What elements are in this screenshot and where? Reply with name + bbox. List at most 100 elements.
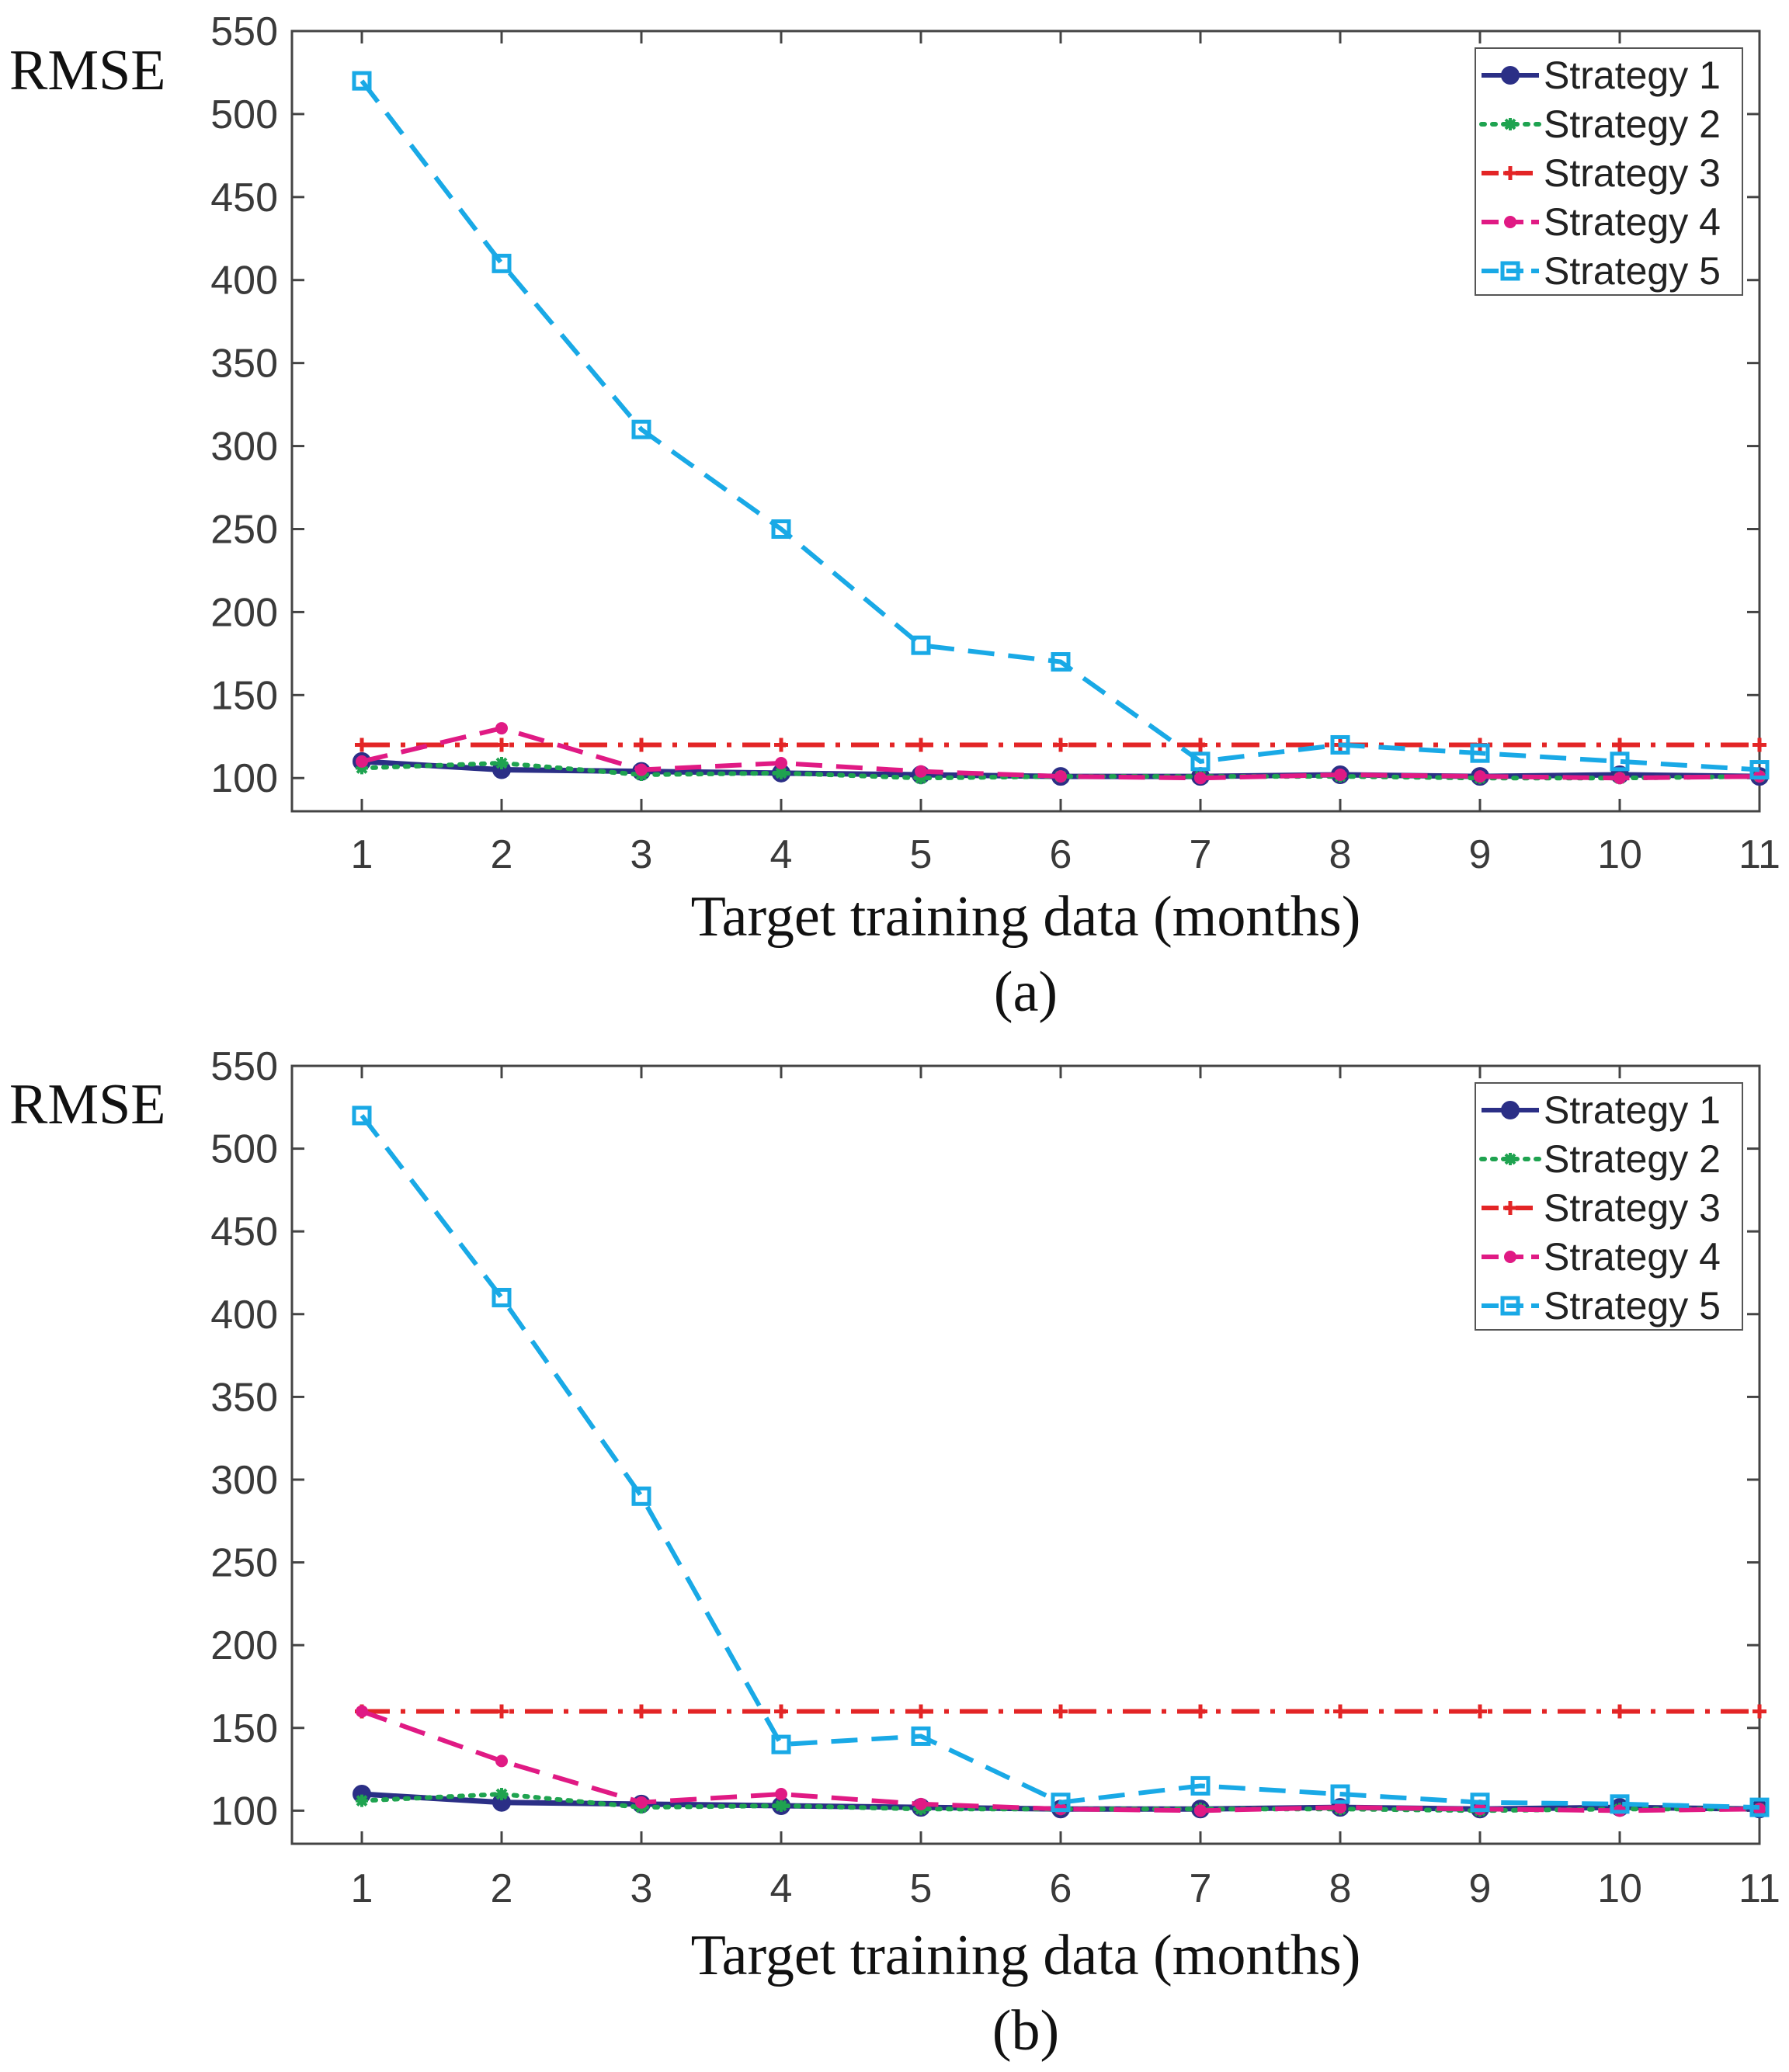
legend: Strategy 1 Strategy 2 Strategy 3 Strategy 4… <box>1475 1082 1743 1331</box>
data-point <box>634 738 648 752</box>
y-tick-label: 250 <box>210 1541 278 1586</box>
data-point <box>771 519 791 539</box>
data-point <box>911 635 931 655</box>
legend-entry: Strategy 5 <box>1482 249 1721 293</box>
data-point <box>1749 760 1770 780</box>
data-point <box>1190 751 1211 772</box>
x-tick-label: 4 <box>770 832 793 877</box>
data-point <box>1470 743 1490 763</box>
data-point <box>1054 1704 1068 1719</box>
y-tick-label: 500 <box>210 92 278 137</box>
data-point <box>1193 738 1207 752</box>
data-point <box>495 1754 508 1768</box>
data-point <box>1194 772 1207 785</box>
legend-entry: Strategy 4 <box>1482 1235 1721 1279</box>
panel-caption: (b) <box>992 1999 1059 2063</box>
legend-entry: Strategy 3 <box>1482 1186 1721 1230</box>
series-line <box>360 1114 1760 1810</box>
x-tick-label: 5 <box>910 1866 933 1911</box>
data-point <box>352 71 372 91</box>
y-tick-label: 550 <box>210 1044 278 1089</box>
data-point <box>775 1799 787 1812</box>
y-tick-label: 450 <box>210 175 278 220</box>
x-tick-label: 1 <box>351 832 373 877</box>
data-point <box>1194 1804 1207 1817</box>
data-point <box>635 763 648 776</box>
series-line <box>360 79 1760 772</box>
legend-marker <box>1501 1101 1520 1119</box>
data-point <box>631 1486 651 1506</box>
legend-marker <box>1503 1201 1517 1215</box>
data-point <box>914 738 928 752</box>
data-point <box>1610 751 1630 772</box>
x-tick-label: 6 <box>1050 1866 1072 1911</box>
legend-entry: Strategy 1 <box>1482 54 1721 97</box>
y-tick-label: 150 <box>210 673 278 718</box>
x-tick-label: 11 <box>1739 1866 1780 1911</box>
plot-area-frame <box>290 1064 1761 1845</box>
data-point <box>1614 772 1626 785</box>
series-strategy-5 <box>352 1105 1770 1817</box>
data-point <box>634 1704 648 1719</box>
data-point <box>1613 1704 1627 1719</box>
legend-label: Strategy 5 <box>1544 1284 1721 1328</box>
y-tick-label: 400 <box>210 259 278 304</box>
x-axis-title: Target training data (months) <box>691 885 1361 949</box>
data-point <box>1613 738 1627 752</box>
legend-marker <box>1500 1296 1520 1316</box>
x-tick-label: 3 <box>630 832 653 877</box>
x-tick-label: 9 <box>1469 832 1492 877</box>
legend-entry: Strategy 1 <box>1482 1088 1721 1132</box>
series-strategy-5 <box>352 71 1770 780</box>
legend-label: Strategy 2 <box>1544 102 1721 146</box>
legend-label: Strategy 1 <box>1544 54 1721 97</box>
data-point <box>915 765 927 778</box>
y-tick-label: 400 <box>210 1293 278 1338</box>
x-tick-label: 2 <box>491 1866 513 1911</box>
legend-marker <box>1504 1153 1516 1165</box>
data-point <box>774 1704 788 1719</box>
x-axis-title: Target training data (months) <box>691 1924 1361 1987</box>
y-tick-label: 300 <box>210 425 278 470</box>
data-point <box>1334 1801 1346 1814</box>
data-point <box>774 738 788 752</box>
data-point <box>1749 1797 1770 1817</box>
legend-entry: Strategy 2 <box>1479 1137 1721 1181</box>
y-tick-label: 100 <box>210 756 278 801</box>
series-strategy-4 <box>356 722 1766 785</box>
x-tick-label: 6 <box>1050 832 1072 877</box>
data-point <box>771 1734 791 1754</box>
legend-marker <box>1504 216 1516 228</box>
data-point <box>495 1788 508 1801</box>
legend-label: Strategy 4 <box>1544 1235 1721 1279</box>
series-line <box>360 1709 1760 1813</box>
x-tick-label: 5 <box>910 832 933 877</box>
data-point <box>1334 768 1346 781</box>
legend-label: Strategy 4 <box>1544 200 1721 244</box>
data-point <box>915 772 927 785</box>
chart-panel-b: 100 150 200 250 300 350 400 450 500 550 1 2 3 4 5 6 7 8 9 1… <box>9 1044 1780 2063</box>
x-tick-label: 7 <box>1190 832 1212 877</box>
y-tick-label: 200 <box>210 1623 278 1668</box>
y-axis-title: RMSE <box>9 39 166 102</box>
legend-marker <box>1504 1251 1516 1263</box>
series-strategy-4 <box>356 1705 1766 1817</box>
legend-entry: Strategy 2 <box>1479 102 1721 146</box>
legend-label: Strategy 5 <box>1544 249 1721 293</box>
plot-area-frame <box>290 30 1761 813</box>
legend-entry: Strategy 5 <box>1482 1284 1721 1328</box>
legend-label: Strategy 3 <box>1544 151 1721 195</box>
data-point <box>356 1794 368 1807</box>
y-tick-label: 500 <box>210 1127 278 1172</box>
y-tick-label: 550 <box>210 9 278 54</box>
data-point <box>1610 1794 1630 1814</box>
x-tick-label: 1 <box>351 1866 373 1911</box>
x-tick-label: 7 <box>1190 1866 1212 1911</box>
data-point <box>492 253 512 273</box>
data-point <box>1330 734 1350 755</box>
y-tick-label: 350 <box>210 1375 278 1420</box>
legend-marker <box>1501 66 1520 85</box>
data-point <box>1193 1704 1207 1719</box>
legend-entry: Strategy 4 <box>1482 200 1721 244</box>
